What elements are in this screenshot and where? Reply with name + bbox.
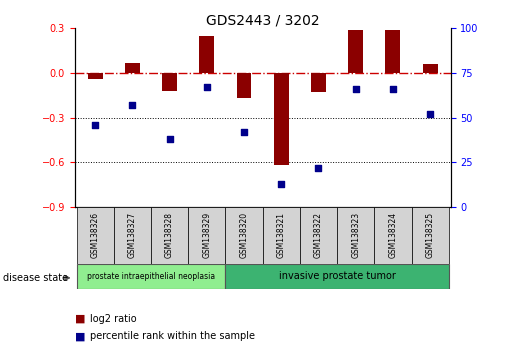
Text: GSM138323: GSM138323 bbox=[351, 212, 360, 258]
Bar bbox=[311, 73, 326, 92]
Title: GDS2443 / 3202: GDS2443 / 3202 bbox=[206, 13, 319, 27]
Bar bbox=[411, 207, 449, 264]
Bar bbox=[226, 264, 449, 289]
Text: log2 ratio: log2 ratio bbox=[90, 314, 137, 324]
Bar bbox=[337, 207, 374, 264]
Point bbox=[277, 181, 285, 187]
Bar bbox=[263, 207, 300, 264]
Bar bbox=[188, 207, 226, 264]
Text: GSM138320: GSM138320 bbox=[239, 212, 249, 258]
Bar bbox=[236, 73, 251, 98]
Bar bbox=[125, 63, 140, 73]
Bar bbox=[88, 73, 102, 79]
Bar bbox=[114, 207, 151, 264]
Text: disease state: disease state bbox=[3, 273, 67, 283]
Point bbox=[426, 111, 434, 117]
Point bbox=[203, 85, 211, 90]
Text: ■: ■ bbox=[75, 314, 85, 324]
Text: GSM138322: GSM138322 bbox=[314, 212, 323, 258]
Bar bbox=[374, 207, 411, 264]
Point bbox=[389, 86, 397, 92]
Bar bbox=[151, 207, 188, 264]
Text: GSM138328: GSM138328 bbox=[165, 212, 174, 258]
Bar bbox=[77, 207, 114, 264]
Bar bbox=[162, 73, 177, 91]
Point bbox=[314, 165, 322, 171]
Bar bbox=[226, 207, 263, 264]
Point bbox=[352, 86, 360, 92]
Text: GSM138329: GSM138329 bbox=[202, 212, 211, 258]
Text: GSM138326: GSM138326 bbox=[91, 212, 99, 258]
Bar bbox=[274, 73, 289, 165]
Bar bbox=[77, 264, 226, 289]
Text: prostate intraepithelial neoplasia: prostate intraepithelial neoplasia bbox=[87, 272, 215, 281]
Point bbox=[128, 102, 136, 108]
Bar bbox=[386, 30, 400, 73]
Text: invasive prostate tumor: invasive prostate tumor bbox=[279, 271, 396, 281]
Text: GSM138327: GSM138327 bbox=[128, 212, 137, 258]
Text: GSM138324: GSM138324 bbox=[388, 212, 398, 258]
Point bbox=[165, 136, 174, 142]
Bar bbox=[199, 36, 214, 73]
Text: GSM138325: GSM138325 bbox=[426, 212, 435, 258]
Bar bbox=[300, 207, 337, 264]
Bar bbox=[348, 30, 363, 73]
Text: ■: ■ bbox=[75, 331, 85, 341]
Point bbox=[240, 129, 248, 135]
Point bbox=[91, 122, 99, 128]
Bar bbox=[423, 64, 438, 73]
Text: GSM138321: GSM138321 bbox=[277, 212, 286, 258]
Text: percentile rank within the sample: percentile rank within the sample bbox=[90, 331, 255, 341]
